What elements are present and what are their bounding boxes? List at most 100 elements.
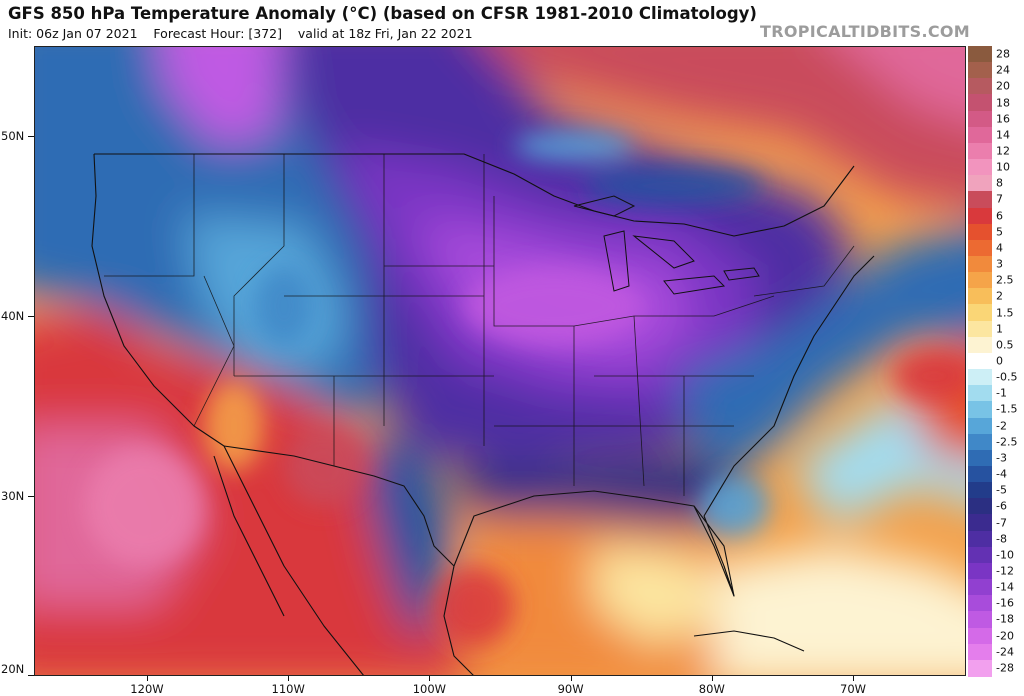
lon-tick (146, 676, 148, 681)
colorbar-swatch (968, 482, 992, 499)
east-coast (703, 255, 875, 517)
colorbar-swatch (968, 207, 992, 225)
colorbar-swatch (968, 126, 992, 144)
colorbar-swatch (968, 142, 992, 160)
florida (693, 505, 735, 597)
colorbar-swatch (968, 239, 992, 257)
lon-label-110w: 110W (271, 682, 305, 696)
colorbar-swatch (968, 191, 992, 209)
colorbar-label: 24 (996, 63, 1010, 77)
colorbar-swatch (968, 595, 992, 612)
colorbar-swatch (968, 449, 992, 467)
lat-label-40n: 40N (1, 309, 25, 323)
colorbar-label: 14 (996, 128, 1010, 142)
colorbar-label: 0 (996, 354, 1003, 368)
colorbar-swatch (968, 46, 992, 63)
colorbar-label: 1.5 (996, 306, 1014, 320)
lat-label-30n: 30N (1, 489, 25, 503)
colorbar-label: -8 (996, 532, 1007, 546)
field-caribbean-pale (714, 546, 966, 676)
colorbar-swatch (968, 304, 992, 322)
colorbar-swatch (968, 627, 992, 645)
lon-label-90w: 90W (557, 682, 584, 696)
field-north-warm (462, 46, 966, 208)
lon-tick (429, 676, 431, 681)
colorbar-label: 28 (996, 47, 1010, 61)
colorbar-label: -10 (996, 548, 1014, 562)
colorbar-swatch (968, 498, 992, 516)
lon-tick (853, 676, 855, 681)
colorbar-swatch (968, 320, 992, 338)
colorbar-swatch (968, 546, 992, 564)
colorbar-label: -28 (996, 661, 1014, 675)
colorbar-label: 3 (996, 257, 1003, 271)
state-borders (104, 154, 855, 496)
lat-label-20n: 20N (1, 662, 25, 676)
field-texas-blue (364, 426, 454, 646)
lon-label-70w: 70W (840, 682, 867, 696)
colorbar-swatch (968, 659, 992, 677)
colorbar-label: -0.5 (996, 370, 1018, 384)
colorbar-swatch (968, 611, 992, 629)
colorbar-label: 4 (996, 241, 1003, 255)
cuba (693, 630, 805, 652)
longitude-axis: 120W 110W 100W 90W 80W 70W (34, 676, 966, 696)
colorbar-label: -18 (996, 612, 1014, 626)
chart-subtitle: Init: 06z Jan 07 2021 Forecast Hour: [37… (8, 26, 473, 41)
colorbar-swatch (968, 401, 992, 419)
lon-label-100w: 100W (412, 682, 447, 696)
chart-title: GFS 850 hPa Temperature Anomaly (°C) (ba… (8, 4, 757, 23)
colorbar-label: 18 (996, 96, 1010, 110)
colorbar-label: 6 (996, 209, 1003, 223)
lon-tick (570, 676, 572, 681)
colorbar-label: -14 (996, 580, 1014, 594)
colorbar-label: 16 (996, 112, 1010, 126)
colorbar-label: -24 (996, 645, 1014, 659)
lon-tick (711, 676, 713, 681)
map-canvas (34, 46, 966, 676)
colorbar-swatch (968, 562, 992, 580)
colorbar-label: 2 (996, 289, 1003, 303)
lon-tick (288, 676, 290, 681)
field-magenta-nw (159, 46, 281, 146)
colorbar-label: -3 (996, 451, 1007, 465)
colorbar-label: -6 (996, 499, 1007, 513)
colorbar-swatch (968, 417, 992, 435)
colorbar-label: 12 (996, 144, 1010, 158)
field-south-blue (454, 456, 754, 526)
brand-watermark: TROPICALTIDBITS.COM (760, 22, 970, 41)
colorbar-swatch (968, 94, 992, 112)
colorbar-label: 20 (996, 79, 1010, 93)
colorbar-swatch (968, 579, 992, 596)
us-mexico-border (223, 445, 455, 567)
colorbar-label: -2 (996, 419, 1007, 433)
colorbar-swatch (968, 223, 992, 241)
colorbar-label: 1 (996, 322, 1003, 336)
latitude-axis: 50N 40N 30N 20N (0, 46, 34, 676)
lat-label-50n: 50N (1, 129, 25, 143)
colorbar-swatch (968, 514, 992, 532)
colorbar-label: -1 (996, 386, 1007, 400)
us-west-coast (91, 153, 225, 447)
colorbar-label: 0.5 (996, 338, 1014, 352)
colorbar-swatch (968, 369, 992, 386)
colorbar-swatch (968, 352, 992, 370)
colorbar-label: 7 (996, 192, 1003, 206)
field-east-blue (674, 228, 966, 486)
colorbar-swatch (968, 288, 992, 306)
colorbar-label: 5 (996, 225, 1003, 239)
baja (213, 455, 285, 617)
header: GFS 850 hPa Temperature Anomaly (°C) (ba… (0, 0, 1024, 46)
colorbar-label: -16 (996, 596, 1014, 610)
colorbar-label: -5 (996, 483, 1007, 497)
mexico-pacific-coast (223, 445, 365, 676)
colorbar-label: 10 (996, 160, 1010, 174)
colorbar-swatch (968, 530, 992, 548)
colorbar-label: -1.5 (996, 402, 1018, 416)
colorbar-swatch (968, 643, 992, 661)
colorbar-swatch (968, 433, 992, 451)
colorbar-swatch (968, 466, 992, 483)
lat-tick (28, 496, 34, 497)
colorbar-swatch (968, 110, 992, 128)
lat-tick (28, 316, 34, 317)
